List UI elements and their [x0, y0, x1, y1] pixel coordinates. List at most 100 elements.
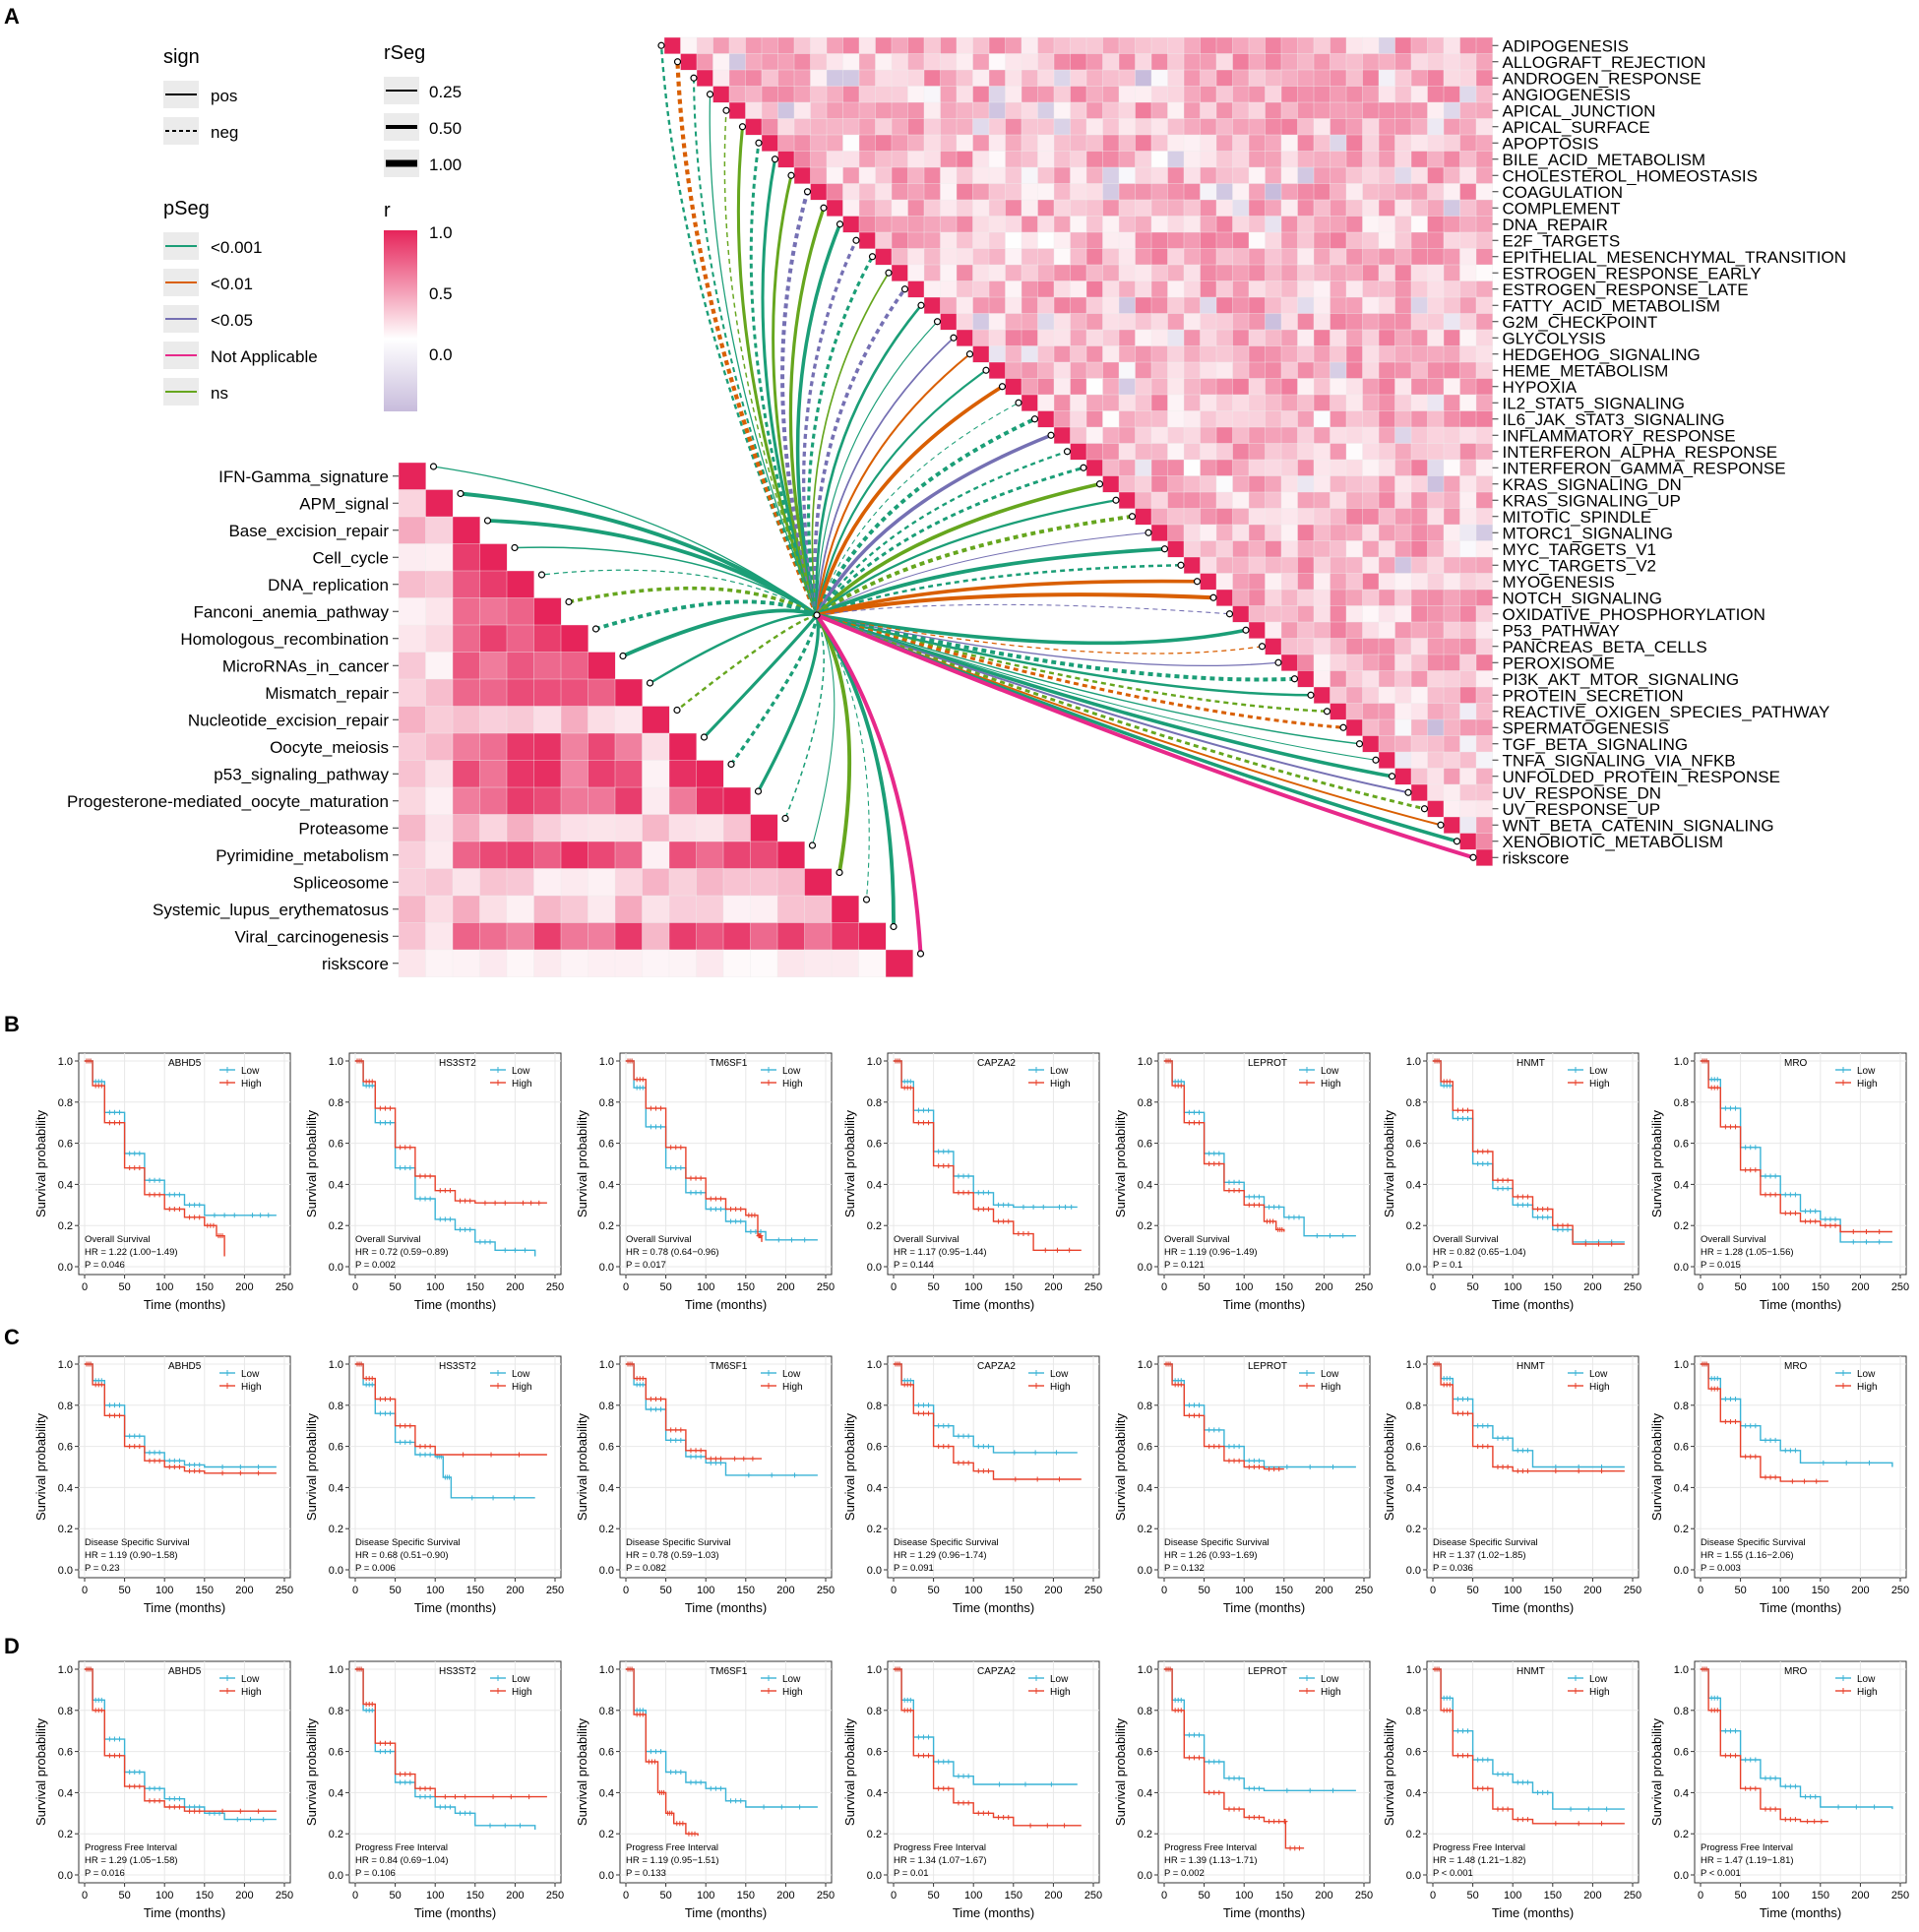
heatmap-cell [1443, 280, 1460, 298]
y-tick-label: 0.6 [1406, 1442, 1421, 1454]
censor-mark [377, 1105, 383, 1111]
heatmap-cell [923, 69, 941, 87]
km-legend-label-high: High [782, 1382, 803, 1393]
heatmap-cell [1085, 183, 1103, 201]
heatmap-cell [1427, 345, 1445, 363]
heatmap-cell [642, 760, 670, 788]
heatmap-cell [761, 36, 778, 54]
y-tick-label: 0.2 [329, 1524, 343, 1535]
heatmap-cell [479, 841, 508, 869]
censor-mark [926, 1410, 932, 1416]
heatmap-cell [1427, 199, 1445, 217]
heatmap-cell [1070, 264, 1087, 281]
censor-mark [517, 1823, 523, 1829]
km-legend-label-high: High [1050, 1079, 1071, 1090]
km-endpoint-label: Disease Specific Survival [1164, 1537, 1269, 1548]
heatmap-cell [1427, 718, 1445, 736]
heatmap-cell [588, 922, 616, 951]
heatmap-cell [1459, 475, 1477, 493]
heatmap-cell [1378, 735, 1395, 753]
heatmap-cell [810, 183, 828, 201]
censor-mark [717, 1785, 723, 1791]
correlation-link [816, 450, 1068, 616]
censor-mark [1505, 1177, 1511, 1183]
censor-mark [1812, 1819, 1818, 1825]
hallmark-correlation-heatmap: ADIPOGENESISALLOGRAFT_REJECTIONANDROGEN_… [663, 36, 1846, 867]
heatmap-row-label: ADIPOGENESIS [1503, 36, 1629, 55]
y-tick-label: 0.0 [867, 1262, 882, 1274]
censor-mark [688, 1448, 694, 1454]
censor-mark [1167, 1058, 1173, 1064]
heatmap-cell [1345, 53, 1363, 71]
heatmap-cell [1118, 53, 1136, 71]
heatmap-cell [1330, 524, 1347, 541]
correlation-link [757, 614, 820, 792]
censor-mark [1814, 1478, 1820, 1484]
km-endpoint-label: Overall Survival [355, 1234, 421, 1245]
y-tick-label: 0.8 [329, 1706, 343, 1717]
heatmap-cell [776, 868, 805, 897]
censor-mark [775, 1237, 781, 1243]
censor-mark [407, 1439, 413, 1445]
heatmap-cell [777, 151, 795, 168]
x-tick-label: 0 [1430, 1585, 1436, 1596]
heatmap-cell [1394, 605, 1412, 623]
correlation-link [649, 613, 818, 685]
heatmap-cell [988, 36, 1006, 54]
heatmap-cell [560, 624, 588, 653]
km-endpoint-label: Progress Free Interval [1433, 1842, 1525, 1853]
heatmap-cell [972, 329, 990, 346]
censor-mark [1178, 1079, 1184, 1085]
heatmap-cell [1394, 378, 1412, 396]
censor-mark [176, 1465, 182, 1469]
censor-mark [1178, 1697, 1184, 1703]
km-gene-name: HS3ST2 [439, 1666, 476, 1677]
heatmap-cell [1475, 231, 1493, 249]
heatmap-cell [1280, 199, 1298, 217]
heatmap-cell [1021, 361, 1038, 379]
heatmap-cell [1150, 86, 1168, 103]
censor-mark [1465, 1107, 1471, 1113]
heatmap-row-label: IL2_STAT5_SIGNALING [1503, 394, 1686, 412]
heatmap-cell [956, 329, 973, 346]
heatmap-cell [1475, 589, 1493, 606]
censor-mark [1560, 1222, 1566, 1228]
censor-mark [1296, 1215, 1302, 1220]
censor-mark [234, 1817, 240, 1823]
heatmap-cell [1200, 183, 1217, 201]
heatmap-cell [1005, 313, 1022, 331]
censor-mark [907, 1378, 913, 1384]
legend-r: r 1.0 0.5 0.0 [384, 200, 453, 411]
x-tick-label: 50 [1734, 1585, 1746, 1596]
heatmap-cell [1053, 361, 1071, 379]
link-endpoint [429, 463, 438, 470]
heatmap-cell [1280, 605, 1298, 623]
correlation-link [815, 614, 852, 873]
heatmap-cell [1280, 556, 1298, 574]
heatmap-cell [858, 199, 876, 217]
heatmap-cell [1232, 556, 1250, 574]
heatmap-cell [826, 166, 843, 184]
heatmap-cell [1085, 36, 1103, 54]
heatmap-cell [1118, 183, 1136, 201]
censor-mark [1062, 1823, 1068, 1829]
heatmap-cell [1378, 36, 1395, 54]
y-tick-label: 0.6 [58, 1139, 73, 1151]
heatmap-cell [1394, 703, 1412, 720]
heatmap-cell [1410, 768, 1428, 785]
censor-mark [1455, 1753, 1460, 1759]
heatmap-cell [940, 248, 958, 266]
heatmap-cell [588, 786, 616, 815]
heatmap-cell [875, 69, 893, 87]
censor-mark [427, 1444, 433, 1450]
heatmap-cell [1150, 410, 1168, 428]
heatmap-cell [1183, 491, 1201, 509]
correlation-link [761, 158, 819, 616]
heatmap-cell [1313, 216, 1331, 233]
heatmap-cell [842, 118, 860, 136]
heatmap-cell [506, 706, 534, 734]
censor-mark [1178, 1382, 1184, 1388]
censor-mark [698, 1175, 704, 1181]
heatmap-cell [1443, 36, 1460, 54]
heatmap-cell [1232, 345, 1250, 363]
